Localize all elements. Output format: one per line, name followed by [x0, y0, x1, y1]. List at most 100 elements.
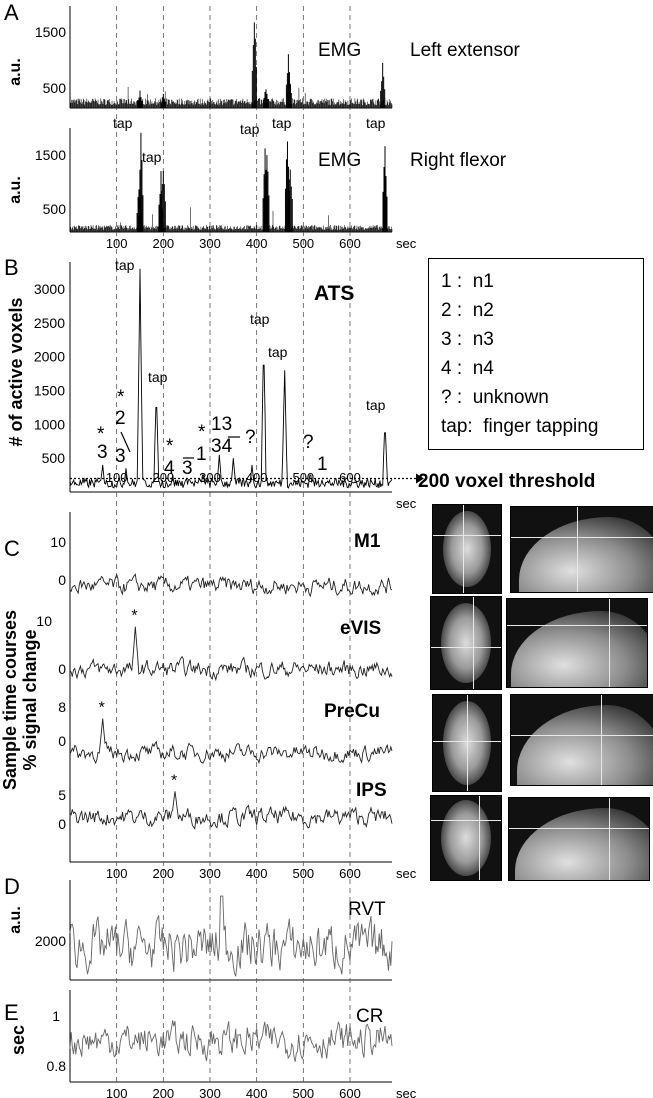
panelC-ylabel-line1: Sample time courses [0, 610, 20, 790]
tap-label: tap [113, 115, 133, 131]
panelC-xtick: 400 [246, 866, 268, 881]
panel-letter-b: B [4, 255, 19, 280]
trace-name-m1: M1 [354, 531, 381, 552]
panelB-title: ATS [314, 282, 354, 305]
threshold-arrow [416, 473, 424, 484]
brain-axial-ips [430, 795, 502, 881]
panelB-ytick: 2500 [34, 315, 65, 331]
panelE-xtick: 500 [292, 1086, 314, 1098]
legend-item: 1 : n1 [441, 267, 631, 296]
trace-star: * [171, 772, 177, 789]
trace-cr [69, 1020, 393, 1062]
legend-key: 2 [441, 300, 452, 321]
tap-label: tap [366, 115, 386, 131]
legend-sep: : [456, 300, 463, 321]
panelC-xtick: 200 [152, 866, 174, 881]
panelE-name: CR [356, 1006, 383, 1027]
ytick-ips-5: 5 [58, 787, 66, 803]
event-tap: tap [268, 344, 288, 360]
panelA-xtick: 300 [199, 236, 221, 251]
event-star: * [166, 436, 174, 457]
panelA-top-ytick-1500: 1500 [35, 24, 66, 40]
panelA-xtick: 400 [246, 236, 268, 251]
panelA-top-signal: EMG [318, 40, 361, 61]
panelE-xunit: sec [396, 1086, 417, 1098]
panelE-ytick-0.8: 0.8 [47, 1058, 67, 1074]
legend-value: n4 [472, 358, 494, 379]
event-arrow [120, 431, 131, 453]
legend-sep: : [467, 416, 473, 437]
brain-axial-m1 [432, 504, 502, 594]
event-n3: 3 [97, 442, 108, 463]
legend-key: tap [441, 416, 468, 437]
legend-sep: : [456, 329, 463, 350]
trace-name-ips: IPS [356, 780, 387, 801]
legend-value: n2 [472, 300, 494, 321]
legend-value: n3 [472, 329, 494, 350]
event-n1: 1 [196, 444, 207, 465]
ytick-m1-10: 10 [50, 534, 66, 550]
panelA-bottom-ylabel: a.u. [7, 176, 24, 204]
trace-evis [69, 626, 393, 682]
panelA-bottom-ytick-500: 500 [43, 201, 67, 217]
panelB-xtick: 100 [106, 470, 128, 485]
panelA-bottom-signal: EMG [318, 150, 361, 171]
panelB-ytick: 1500 [34, 383, 65, 399]
brain-sagittal-evis [506, 598, 648, 688]
event-tap: tap [250, 311, 270, 327]
trace-name-precu: PreCu [324, 701, 380, 722]
panelA-bottom-muscle: Right flexor [410, 150, 507, 171]
panelB-xunit: sec [396, 496, 417, 511]
legend-key: 3 [441, 329, 452, 350]
legend-item: 2 : n2 [441, 296, 631, 325]
panelA-xtick: 500 [292, 236, 314, 251]
legend-value: unknown [472, 387, 549, 408]
emg-noise [69, 87, 393, 108]
trace-star: * [131, 608, 137, 625]
panelC-ylabel-line2: % signal change [20, 629, 40, 770]
panelA-top-muscle: Left extensor [410, 40, 521, 61]
panelA-bottom-ytick-1500: 1500 [35, 147, 66, 163]
event-n34: 34 [211, 436, 233, 457]
panelE-xtick: 100 [106, 1086, 128, 1098]
event-tap: tap [148, 369, 168, 385]
tap-label: tap [240, 121, 260, 137]
panelE-ylabel: sec [8, 1025, 28, 1055]
ats-line [69, 268, 393, 489]
panelB-ytick: 500 [42, 450, 66, 466]
trace-star: * [99, 700, 105, 717]
panel-letter-a: A [4, 0, 19, 25]
panelA-top-ylabel: a.u. [7, 58, 24, 86]
legend-item: 4 : n4 [441, 354, 631, 383]
panelE-ytick-1: 1 [52, 1008, 60, 1024]
panelE-xtick: 400 [246, 1086, 268, 1098]
legend-sep: : [456, 387, 463, 408]
legend-sep: : [456, 358, 463, 379]
trace-name-evis: eVIS [340, 618, 381, 639]
legend-key: 1 [441, 271, 452, 292]
panel-letter-d: D [4, 874, 20, 899]
event-star: * [117, 387, 125, 408]
event-n1: 1 [317, 454, 328, 475]
panelA-xtick: 200 [152, 236, 174, 251]
panelE-xtick: 600 [339, 1086, 361, 1098]
threshold-label: 200 voxel threshold [418, 471, 595, 492]
ytick-precu-8: 8 [58, 699, 66, 715]
panelB-ytick: 1000 [34, 416, 65, 432]
ytick-evis-0: 0 [58, 661, 66, 677]
legend-value: n1 [472, 271, 494, 292]
panelC-xunit: sec [396, 866, 417, 881]
legend-item: tap: finger tapping [441, 412, 631, 441]
legend: 1 : n1 2 : n2 3 : n3 4 : n4 ? : unknown … [428, 258, 644, 450]
ytick-m1-0: 0 [58, 572, 66, 588]
ytick-precu-0: 0 [58, 733, 66, 749]
panelC-xtick: 500 [292, 866, 314, 881]
trace-rvt [69, 895, 393, 977]
brain-sagittal-ips [508, 797, 650, 881]
trace-m1 [69, 573, 393, 598]
tap-label: tap [272, 115, 292, 131]
event-star: * [97, 424, 105, 445]
panelA-xunit: sec [396, 236, 417, 251]
panelC-xtick: 300 [199, 866, 221, 881]
